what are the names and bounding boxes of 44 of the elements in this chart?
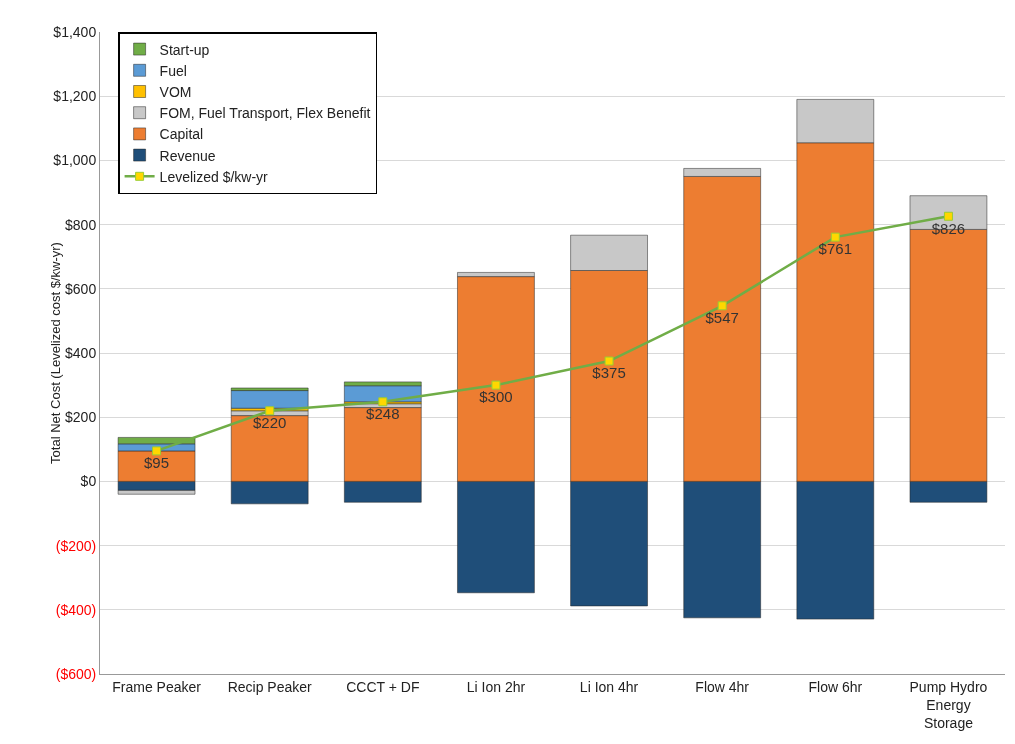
- y-tick-label: $1,200: [53, 88, 97, 105]
- x-tick-label: Pump Hydro Energy Storage: [909, 678, 988, 732]
- y-tick-label: ($400): [55, 601, 97, 618]
- point: [830, 232, 840, 242]
- y-tick-label: $600: [65, 280, 97, 297]
- x-tick-label: Recip Peaker: [227, 678, 313, 695]
- legend-label: Fuel: [159, 62, 187, 79]
- point: [943, 211, 953, 221]
- y-axis-title: Total Net Cost (Levelized cost $/kw-yr): [48, 242, 64, 464]
- legend-label: Capital: [159, 126, 204, 143]
- y-tick-label: $200: [65, 409, 97, 426]
- legend-label: Revenue: [159, 147, 216, 164]
- point: [491, 380, 501, 390]
- data-label: $300: [479, 388, 513, 406]
- data-label: $248: [366, 405, 400, 423]
- bar: [230, 390, 309, 409]
- x-tick-label: Li Ion 4hr: [579, 678, 639, 695]
- y-tick-label: $0: [80, 473, 97, 490]
- y-tick-label: $800: [65, 216, 97, 233]
- point: [378, 397, 388, 407]
- point: [152, 446, 162, 456]
- x-tick-label: Flow 6hr: [808, 678, 863, 695]
- point: [604, 356, 614, 366]
- y-tick-label: $400: [65, 344, 97, 361]
- x-tick-label: Li Ion 2hr: [466, 678, 526, 695]
- point: [265, 406, 275, 416]
- legend-label: VOM: [159, 83, 192, 100]
- y-tick-label: $1,000: [53, 152, 97, 169]
- y-tick-label: ($600): [55, 665, 97, 682]
- x-tick-label: Flow 4hr: [695, 678, 750, 695]
- legend-label: FOM, Fuel Transport, Flex Benefit: [159, 105, 371, 122]
- data-label: $375: [592, 364, 626, 382]
- point: [717, 301, 727, 311]
- legend-label: Start-up: [159, 41, 210, 58]
- x-tick-label: Frame Peaker: [112, 678, 202, 695]
- legend-label: Levelized $/kw-yr: [159, 168, 269, 185]
- y-tick-label: $1,400: [53, 23, 97, 40]
- y-tick-label: ($200): [55, 537, 97, 554]
- data-label: $220: [253, 414, 287, 432]
- data-label: $95: [144, 454, 170, 472]
- x-tick-label: CCCT + DF: [346, 678, 420, 695]
- data-label: $761: [818, 240, 852, 258]
- data-label: $547: [705, 309, 739, 327]
- data-label: $826: [931, 219, 966, 237]
